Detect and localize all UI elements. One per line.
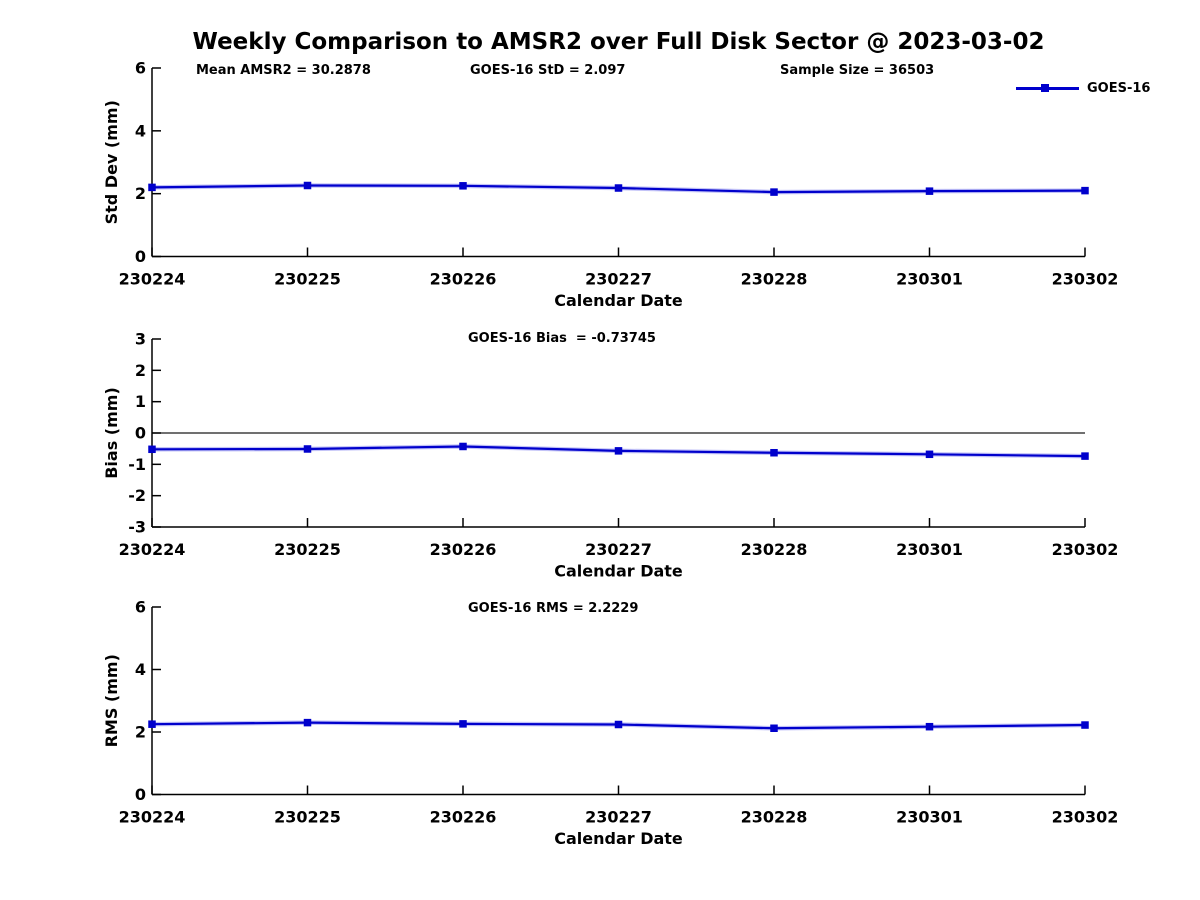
- data-point-marker-std-dev: [459, 182, 467, 190]
- data-point-marker-rms: [925, 722, 934, 731]
- legend-line-sample: [1016, 84, 1079, 93]
- x-tick-label-std-dev: 230301: [896, 270, 963, 289]
- y-tick-label-bias: 1: [135, 392, 146, 411]
- data-point-marker-bias: [770, 448, 778, 457]
- data-point-marker-bias: [925, 450, 934, 459]
- data-point-marker-bias: [1081, 452, 1089, 460]
- annotation-text-std-dev: Mean AMSR2 = 30.2878: [196, 63, 371, 78]
- y-axis-title-rms: RMS (mm): [102, 654, 121, 747]
- y-tick-label-bias: 2: [135, 361, 146, 380]
- data-point-marker-rms: [614, 720, 623, 729]
- data-point-marker-std-dev: [770, 188, 778, 196]
- x-tick-label-bias: 230228: [741, 540, 808, 559]
- x-tick-label-rms: 230224: [119, 808, 186, 827]
- x-tick-label-rms: 230228: [741, 808, 808, 827]
- x-axis-title-std-dev: Calendar Date: [554, 291, 683, 310]
- x-tick-label-bias: 230301: [896, 540, 963, 559]
- data-point-marker-bias: [614, 447, 623, 455]
- y-axis-title-std-dev: Std Dev (mm): [102, 100, 121, 224]
- legend-square-marker-icon: [1041, 84, 1049, 93]
- x-tick-label-rms: 230225: [274, 808, 341, 827]
- x-tick-label-bias: 230227: [585, 540, 652, 559]
- data-point-marker-rms: [1081, 721, 1089, 729]
- x-tick-label-bias: 230224: [119, 540, 186, 559]
- x-axis-title-rms: Calendar Date: [554, 829, 683, 848]
- annotation-text-std-dev: GOES-16 StD = 2.097: [470, 63, 625, 78]
- y-tick-label-std-dev: 0: [135, 247, 146, 266]
- y-tick-label-rms: 2: [135, 723, 146, 742]
- data-point-marker-rms: [459, 720, 467, 728]
- data-point-marker-std-dev: [303, 181, 312, 190]
- x-tick-label-rms: 230301: [896, 808, 963, 827]
- data-point-marker-bias: [303, 445, 312, 453]
- x-tick-label-std-dev: 230224: [119, 270, 186, 289]
- y-tick-label-bias: -1: [128, 455, 146, 474]
- y-tick-label-rms: 4: [135, 660, 146, 679]
- data-point-marker-rms: [770, 724, 778, 732]
- y-tick-label-bias: 0: [135, 424, 146, 443]
- data-point-marker-std-dev: [1081, 186, 1089, 195]
- x-axis-title-bias: Calendar Date: [554, 562, 683, 581]
- x-tick-label-std-dev: 230227: [585, 270, 652, 289]
- y-tick-label-bias: -2: [128, 486, 146, 505]
- data-point-marker-std-dev: [925, 187, 934, 195]
- y-tick-label-bias: -3: [128, 518, 146, 537]
- figure-title: Weekly Comparison to AMSR2 over Full Dis…: [192, 29, 1045, 55]
- data-point-marker-rms: [303, 718, 312, 727]
- x-tick-label-std-dev: 230225: [274, 270, 341, 289]
- data-point-marker-rms: [148, 720, 156, 728]
- data-point-marker-std-dev: [148, 183, 156, 192]
- x-tick-label-rms: 230302: [1052, 808, 1119, 827]
- data-point-marker-std-dev: [614, 184, 623, 192]
- y-tick-label-rms: 0: [135, 785, 146, 804]
- x-tick-label-std-dev: 230228: [741, 270, 808, 289]
- legend: GOES-16: [1016, 82, 1150, 95]
- annotation-text-bias: GOES-16 Bias = -0.73745: [468, 331, 656, 346]
- data-point-marker-bias: [459, 442, 467, 451]
- x-tick-label-bias: 230302: [1052, 540, 1119, 559]
- legend-label: GOES-16: [1087, 81, 1151, 96]
- annotation-text-rms: GOES-16 RMS = 2.2229: [468, 601, 638, 616]
- x-tick-label-bias: 230226: [430, 540, 497, 559]
- x-tick-label-std-dev: 230302: [1052, 270, 1119, 289]
- y-tick-label-bias: 3: [135, 330, 146, 349]
- x-tick-label-std-dev: 230226: [430, 270, 497, 289]
- y-axis-title-bias: Bias (mm): [102, 387, 121, 479]
- x-tick-label-bias: 230225: [274, 540, 341, 559]
- data-point-marker-bias: [148, 445, 156, 454]
- y-tick-label-std-dev: 2: [135, 184, 146, 203]
- y-tick-label-rms: 6: [135, 598, 146, 617]
- x-tick-label-rms: 230227: [585, 808, 652, 827]
- y-tick-label-std-dev: 4: [135, 121, 146, 140]
- x-tick-label-rms: 230226: [430, 808, 497, 827]
- annotation-text-std-dev: Sample Size = 36503: [780, 63, 934, 78]
- y-tick-label-std-dev: 6: [135, 59, 146, 78]
